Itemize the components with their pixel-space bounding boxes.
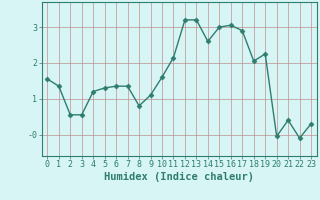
X-axis label: Humidex (Indice chaleur): Humidex (Indice chaleur) [104, 172, 254, 182]
